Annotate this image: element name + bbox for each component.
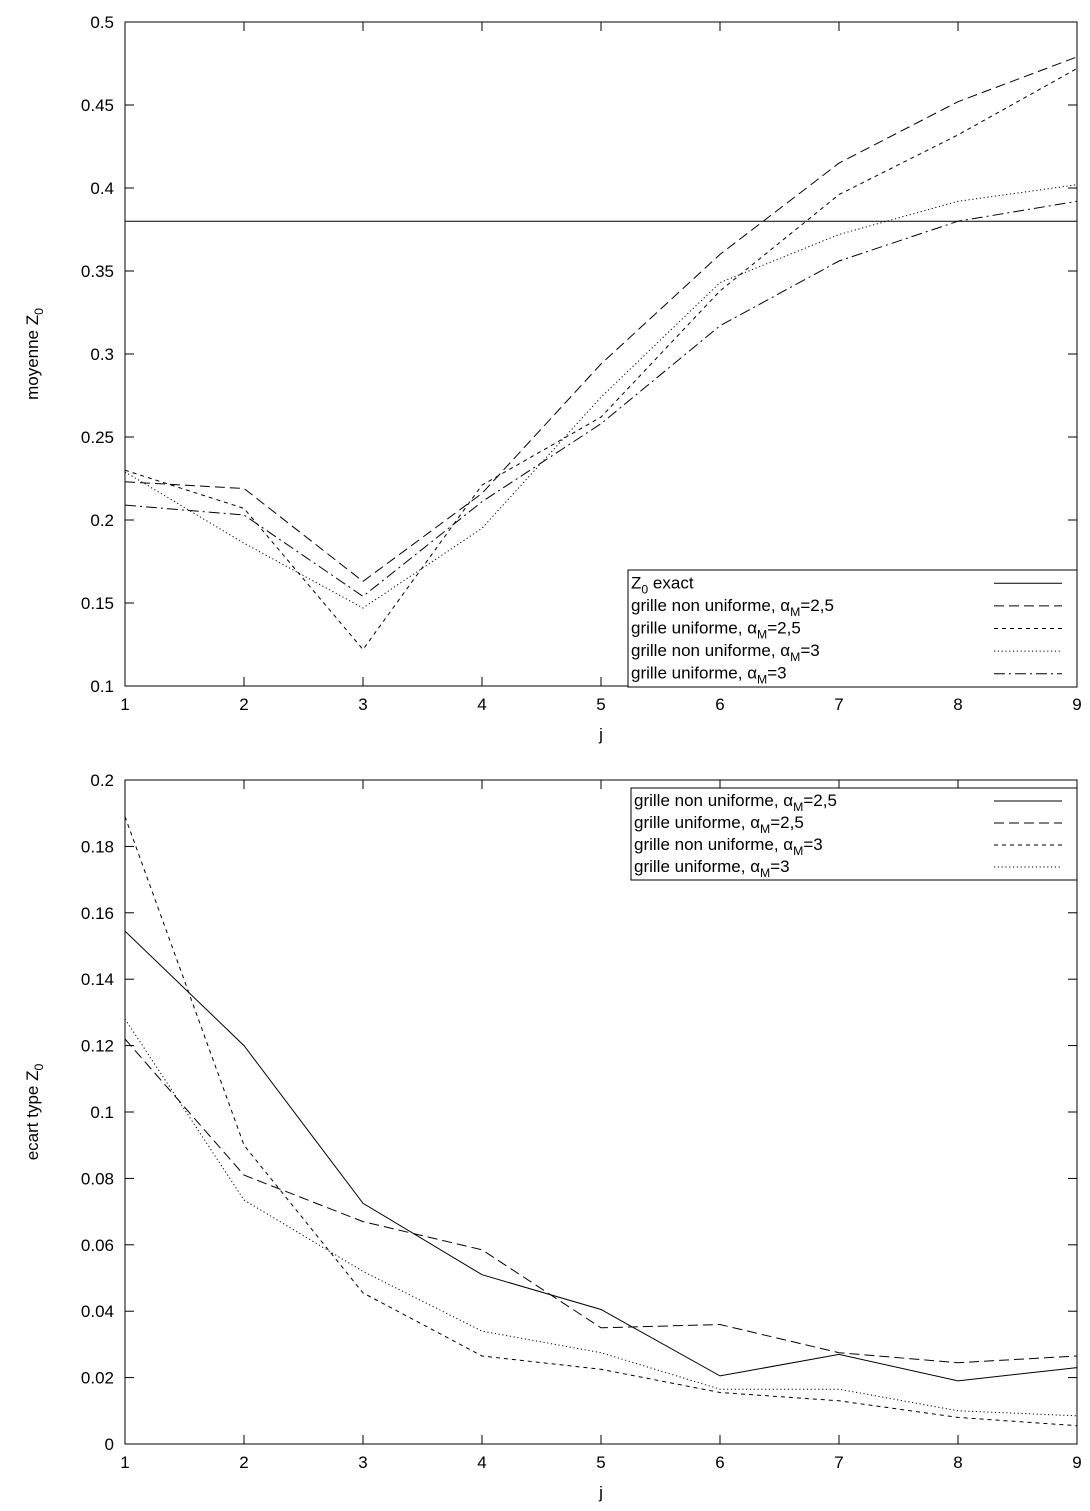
y-tick-label: 0.12 bbox=[81, 1037, 114, 1056]
y-tick-label: 0.45 bbox=[81, 96, 114, 115]
legend-entry-label-suffix: =3 bbox=[770, 857, 789, 876]
y-tick-label: 0.35 bbox=[81, 262, 114, 281]
x-tick-label: 1 bbox=[120, 695, 129, 714]
legend-entry-label-suffix: =2,5 bbox=[800, 596, 834, 615]
legend-entry-label-main: grille non uniforme, α bbox=[634, 835, 793, 854]
y-tick-label: 0.2 bbox=[90, 511, 114, 530]
y-tick-label: 0.15 bbox=[81, 594, 114, 613]
legend-entry-label: grille non uniforme, αM=3 bbox=[634, 835, 823, 858]
legend-entry-label-subscript: M bbox=[757, 673, 767, 687]
legend-entry-label-suffix: =2,5 bbox=[803, 791, 837, 810]
y-axis-label-subscript: 0 bbox=[32, 308, 46, 315]
y-tick-label: 0.04 bbox=[81, 1302, 114, 1321]
legend-entry-label: grille non uniforme, αM=3 bbox=[631, 641, 820, 664]
x-tick-label: 9 bbox=[1072, 695, 1081, 714]
series-line-4 bbox=[124, 184, 1078, 609]
y-tick-label: 0.5 bbox=[90, 13, 114, 32]
legend-entry-label: grille uniforme, αM=2,5 bbox=[634, 813, 804, 836]
y-tick-label: 0.2 bbox=[90, 771, 114, 790]
x-axis-label: j bbox=[598, 1483, 603, 1502]
legend-entry-label-subscript: M bbox=[793, 844, 803, 858]
legend-entry-label: grille non uniforme, αM=2,5 bbox=[631, 596, 834, 619]
y-tick-label: 0.14 bbox=[81, 970, 114, 989]
legend-entry-label-subscript: M bbox=[760, 866, 770, 880]
x-tick-label: 4 bbox=[477, 1453, 486, 1472]
y-tick-label: 0.16 bbox=[81, 904, 114, 923]
legend-entry-label-suffix: =2,5 bbox=[767, 619, 801, 638]
x-tick-label: 4 bbox=[477, 695, 486, 714]
series-line-2 bbox=[124, 1038, 1078, 1364]
series-line-4 bbox=[124, 1018, 1078, 1417]
legend-entry-label-main: grille uniforme, α bbox=[631, 664, 757, 683]
series-line-3 bbox=[124, 68, 1078, 651]
legend-entry-label-subscript: 0 bbox=[641, 582, 648, 596]
legend-entry-label: grille uniforme, αM=3 bbox=[634, 857, 790, 880]
series-line-5 bbox=[124, 200, 1078, 598]
legend-entry-label-main: grille non uniforme, α bbox=[631, 596, 790, 615]
x-tick-label: 1 bbox=[120, 1453, 129, 1472]
legend-entry-label: grille uniforme, αM=3 bbox=[631, 664, 787, 687]
series-line-2 bbox=[124, 56, 1078, 583]
x-tick-label: 2 bbox=[239, 695, 248, 714]
x-tick-label: 5 bbox=[596, 695, 605, 714]
legend-entry-label-subscript: M bbox=[793, 800, 803, 814]
chart-2: 0 0.02 0.04 0.06 0.08 0.1 0.12 0.14 0.16 0.18 0.2 1… bbox=[23, 771, 1082, 1502]
legend-entry-label-subscript: M bbox=[790, 650, 800, 664]
legend-entry-label-suffix: =3 bbox=[803, 835, 822, 854]
y-tick-label: 0.25 bbox=[81, 428, 114, 447]
y-tick-label: 0 bbox=[105, 1435, 114, 1454]
chart-1: 0.1 0.15 0.2 0.25 0.3 0.35 0.4 0.45 0.5 1 2 3 4 5 6 7 8 9… bbox=[23, 13, 1082, 744]
legend-entry-label-suffix: =3 bbox=[767, 664, 786, 683]
x-tick-label: 2 bbox=[239, 1453, 248, 1472]
y-axis-label-subscript: 0 bbox=[32, 1064, 46, 1071]
y-tick-label: 0.1 bbox=[90, 677, 114, 696]
x-tick-label: 8 bbox=[953, 1453, 962, 1472]
legend-entry-label-main: grille uniforme, α bbox=[634, 813, 760, 832]
y-tick-label: 0.4 bbox=[90, 179, 114, 198]
x-tick-label: 6 bbox=[715, 695, 724, 714]
legend-entry-label-main: Z bbox=[631, 573, 641, 592]
y-axis-label-main: moyenne Z bbox=[23, 315, 42, 400]
y-axis-label: ecart type Z0 bbox=[23, 1064, 46, 1161]
legend-entry-label-subscript: M bbox=[757, 628, 767, 642]
y-tick-label: 0.18 bbox=[81, 837, 114, 856]
x-tick-label: 8 bbox=[953, 695, 962, 714]
x-tick-label: 3 bbox=[358, 1453, 367, 1472]
x-tick-label: 3 bbox=[358, 695, 367, 714]
legend-entry-label-main: grille uniforme, α bbox=[631, 619, 757, 638]
y-axis-label-main: ecart type Z bbox=[23, 1071, 42, 1161]
x-tick-label: 9 bbox=[1072, 1453, 1081, 1472]
legend-entry-label-suffix: =3 bbox=[800, 641, 819, 660]
legend-entry-label-main: grille uniforme, α bbox=[634, 857, 760, 876]
x-tick-label: 7 bbox=[834, 1453, 843, 1472]
legend-entry-label-subscript: M bbox=[760, 822, 770, 836]
x-tick-label: 7 bbox=[834, 695, 843, 714]
x-tick-label: 6 bbox=[715, 1453, 724, 1472]
legend-entry-label: grille uniforme, αM=2,5 bbox=[631, 619, 801, 642]
y-axis-label: moyenne Z0 bbox=[23, 308, 46, 400]
y-tick-label: 0.06 bbox=[81, 1236, 114, 1255]
series-line-3 bbox=[124, 816, 1078, 1427]
legend-entry-label-suffix: =2,5 bbox=[770, 813, 804, 832]
legend-box bbox=[630, 787, 1078, 881]
legend-entry-label-suffix: exact bbox=[648, 573, 694, 592]
legend-entry-label: Z0 exact bbox=[631, 573, 694, 596]
y-tick-label: 0.08 bbox=[81, 1169, 114, 1188]
legend-entry-label: grille non uniforme, αM=2,5 bbox=[634, 791, 837, 814]
y-tick-label: 0.1 bbox=[90, 1103, 114, 1122]
y-tick-label: 0.3 bbox=[90, 345, 114, 364]
legend-entry-label-main: grille non uniforme, α bbox=[631, 641, 790, 660]
y-tick-label: 0.02 bbox=[81, 1369, 114, 1388]
x-axis-label: j bbox=[598, 725, 603, 744]
legend-entry-label-subscript: M bbox=[790, 605, 800, 619]
series-line-1 bbox=[124, 930, 1078, 1382]
x-tick-label: 5 bbox=[596, 1453, 605, 1472]
legend-entry-label-main: grille non uniforme, α bbox=[634, 791, 793, 810]
